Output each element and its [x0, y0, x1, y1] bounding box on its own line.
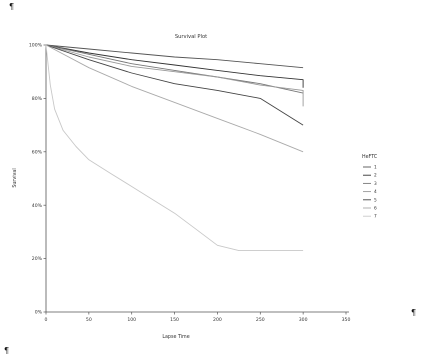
legend-label: 6	[374, 206, 377, 212]
legend-label: 1	[374, 165, 377, 171]
y-tick-label: 80%	[32, 96, 43, 102]
series-line-1	[45, 44, 304, 69]
x-tick-label: 100	[127, 317, 136, 323]
y-tick-label: 60%	[32, 149, 43, 155]
series-line-3	[45, 44, 304, 94]
x-axis-title: Lapse Time	[162, 334, 189, 340]
y-tick-label: 20%	[32, 256, 43, 262]
x-tick-label: 150	[170, 317, 179, 323]
legend-label: 3	[374, 181, 377, 187]
legend-label: 2	[374, 173, 377, 179]
series-line-4	[45, 44, 304, 107]
x-tick-label: 250	[256, 317, 265, 323]
series-line-2	[45, 44, 304, 88]
x-tick-label: 350	[342, 317, 351, 323]
x-tick-label: 0	[45, 317, 48, 323]
legend-title: HeFTC	[362, 154, 378, 160]
y-tick-label: 0%	[35, 310, 43, 316]
series-line-5	[45, 44, 304, 126]
legend-label: 5	[374, 197, 377, 203]
legend-label: 7	[374, 214, 377, 220]
x-tick-label: 300	[299, 317, 308, 323]
series-line-7	[45, 44, 304, 252]
y-tick-label: 40%	[32, 203, 43, 209]
x-tick-label: 50	[86, 317, 92, 323]
chart-title: Survival Plot	[175, 34, 207, 40]
y-axis-title: Survival	[12, 168, 18, 187]
series-line-6	[45, 44, 304, 153]
pilcrow-mark-top: ¶	[9, 2, 15, 11]
x-tick-label: 200	[213, 317, 222, 323]
y-tick-label: 100%	[29, 43, 43, 49]
pilcrow-mark-right: ¶	[411, 308, 417, 317]
legend-label: 4	[374, 189, 377, 195]
pilcrow-mark-bottom: ¶	[4, 346, 10, 355]
